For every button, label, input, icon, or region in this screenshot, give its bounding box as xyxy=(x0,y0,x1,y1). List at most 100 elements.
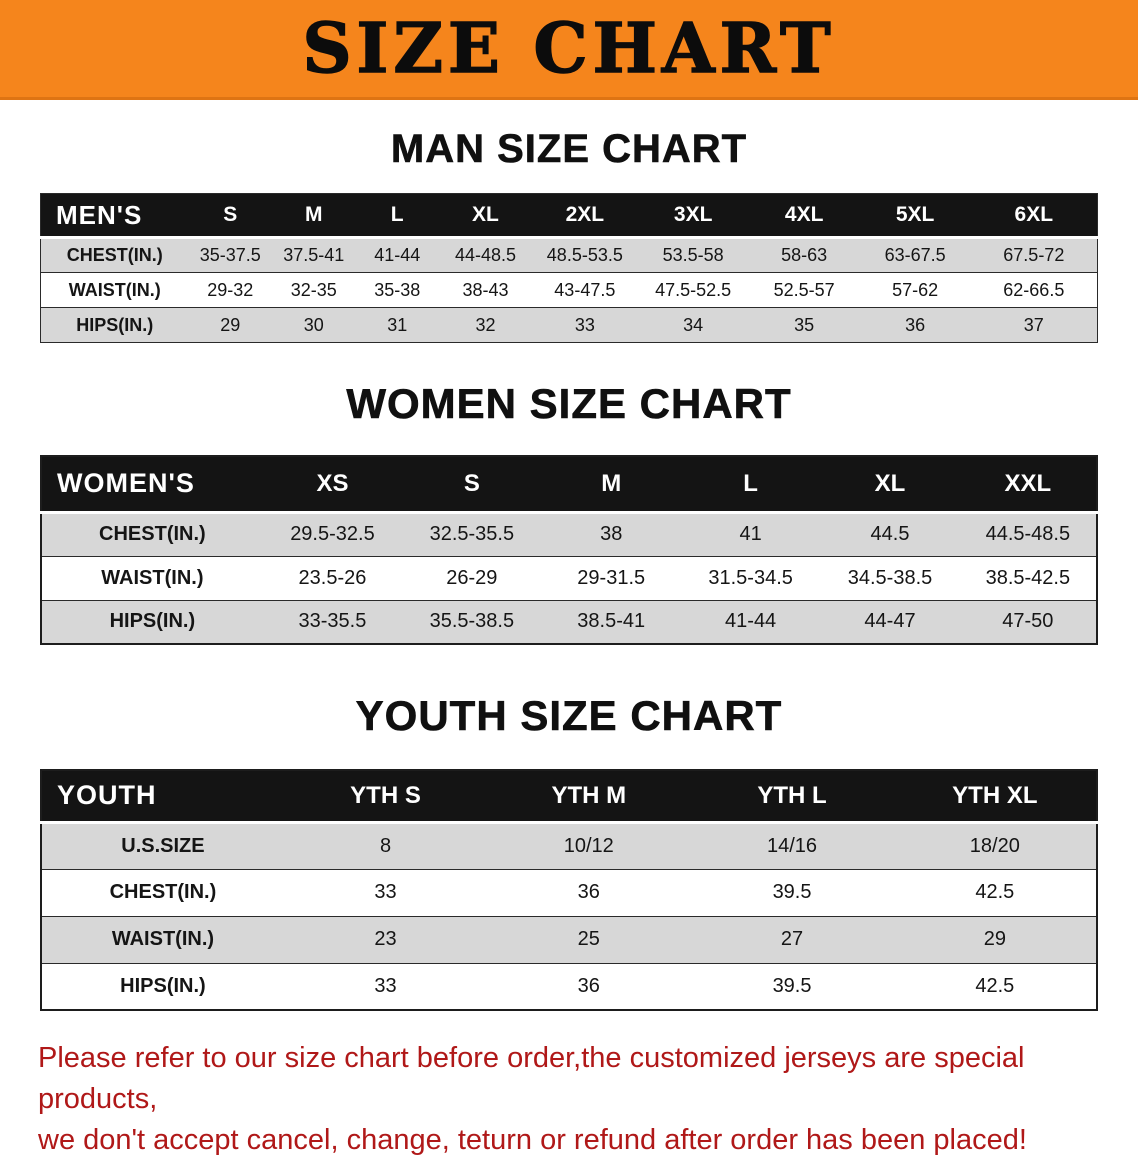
notice-line-2: we don't accept cancel, change, teturn o… xyxy=(38,1124,1027,1157)
table-row: CHEST(IN.) 35-37.5 37.5-41 41-44 44-48.5… xyxy=(40,237,1098,273)
table-row: CHEST(IN.) 29.5-32.5 32.5-35.5 38 41 44.… xyxy=(41,512,1097,556)
size-cell: 27 xyxy=(780,928,804,950)
row-label: CHEST(IN.) xyxy=(66,245,163,265)
women-size-chart-section: WOMEN SIZE CHART WOMEN'S XS S M L XL XXL xyxy=(0,380,1138,645)
size-cell: 26-29 xyxy=(446,566,498,589)
column-header: XXL xyxy=(959,456,1097,514)
size-cell: 37.5-41 xyxy=(283,245,345,265)
table-row: CHEST(IN.) 33 36 39.5 42.5 xyxy=(41,869,1097,916)
youth-size-chart-heading: YOUTH SIZE CHART xyxy=(355,692,783,740)
table-corner-label: MEN'S xyxy=(40,193,189,239)
row-label: HIPS(IN.) xyxy=(76,314,154,335)
size-cell: 29-32 xyxy=(207,279,254,300)
men-size-chart-section: MAN SIZE CHART MEN'S S M L XL 2XL 3XL 4X… xyxy=(0,127,1138,343)
size-cell: 30 xyxy=(303,314,324,335)
size-cell: 36 xyxy=(905,314,926,335)
table-row: WAIST(IN.) 29-32 32-35 35-38 38-43 43-47… xyxy=(40,272,1098,308)
size-cell: 33 xyxy=(574,314,595,335)
column-header: 3XL xyxy=(637,193,749,239)
size-cell: 18/20 xyxy=(969,834,1020,857)
size-cell: 25 xyxy=(577,928,600,950)
size-cell: 29 xyxy=(983,928,1006,950)
table-corner-label: YOUTH xyxy=(41,770,284,824)
size-cell: 44-48.5 xyxy=(454,245,516,265)
size-cell: 31.5-34.5 xyxy=(708,566,793,589)
size-cell: 32-35 xyxy=(290,279,337,300)
size-cell: 8 xyxy=(379,834,392,857)
column-header: YTH M xyxy=(487,770,691,824)
row-label: WAIST(IN.) xyxy=(101,566,204,589)
table-corner-label: WOMEN'S xyxy=(41,456,263,514)
size-cell: 35-38 xyxy=(374,279,421,300)
size-cell: 32.5-35.5 xyxy=(429,523,515,545)
column-header: S xyxy=(402,456,542,514)
column-header: M xyxy=(541,456,681,514)
size-cell: 44-47 xyxy=(864,610,916,633)
size-cell: 38 xyxy=(600,523,623,545)
size-cell: 29 xyxy=(220,314,241,335)
size-cell: 41 xyxy=(739,523,762,545)
size-cell: 38.5-42.5 xyxy=(985,566,1071,589)
notice-line-1: Please refer to our size chart before or… xyxy=(38,1042,1025,1116)
table-header-row: MEN'S S M L XL 2XL 3XL 4XL 5XL 6XL xyxy=(40,193,1098,239)
size-cell: 29.5-32.5 xyxy=(290,523,375,545)
page-title: SIZE CHART xyxy=(302,8,836,89)
size-cell: 14/16 xyxy=(767,834,818,857)
size-cell: 58-63 xyxy=(781,245,828,265)
size-cell: 38-43 xyxy=(462,279,509,300)
size-cell: 44.5 xyxy=(870,523,910,545)
size-cell: 36 xyxy=(577,881,600,903)
table-row: HIPS(IN.) 33 36 39.5 42.5 xyxy=(41,963,1097,1010)
size-cell: 31 xyxy=(387,314,408,335)
size-cell: 35-37.5 xyxy=(199,245,261,265)
men-size-table: MEN'S S M L XL 2XL 3XL 4XL 5XL 6XL CHEST… xyxy=(40,193,1098,343)
column-header: S xyxy=(188,193,272,239)
size-cell: 41-44 xyxy=(374,245,421,265)
column-header: 6XL xyxy=(970,193,1098,239)
column-header: 4XL xyxy=(748,193,860,239)
table-header-row: YOUTH YTH S YTH M YTH L YTH XL xyxy=(41,770,1097,824)
column-header: XL xyxy=(438,193,532,239)
column-header: XS xyxy=(262,456,403,514)
table-row: HIPS(IN.) 33-35.5 35.5-38.5 38.5-41 41-4… xyxy=(41,600,1097,644)
size-cell: 33-35.5 xyxy=(298,610,367,633)
row-label: WAIST(IN.) xyxy=(68,279,161,300)
size-cell: 53.5-58 xyxy=(662,245,724,265)
table-row: WAIST(IN.) 23 25 27 29 xyxy=(41,916,1097,963)
size-cell: 23.5-26 xyxy=(298,566,367,589)
size-cell: 57-62 xyxy=(892,279,939,300)
size-cell: 39.5 xyxy=(772,974,812,997)
size-cell: 43-47.5 xyxy=(554,279,616,300)
size-cell: 67.5-72 xyxy=(1003,245,1065,265)
size-cell: 35.5-38.5 xyxy=(429,610,515,633)
row-label: HIPS(IN.) xyxy=(109,610,196,633)
column-header: XL xyxy=(820,456,960,514)
size-cell: 52.5-57 xyxy=(773,279,835,300)
size-cell: 35 xyxy=(794,314,815,335)
column-header: 5XL xyxy=(859,193,971,239)
size-cell: 48.5-53.5 xyxy=(546,245,623,265)
size-cell: 41-44 xyxy=(725,610,777,633)
size-cell: 42.5 xyxy=(975,974,1015,997)
table-header-row: WOMEN'S XS S M L XL XXL xyxy=(41,456,1097,514)
size-cell: 29-31.5 xyxy=(577,566,646,589)
column-header: L xyxy=(355,193,439,239)
size-cell: 34 xyxy=(683,314,704,335)
row-label: HIPS(IN.) xyxy=(120,974,206,997)
column-header: YTH S xyxy=(283,770,488,824)
size-cell: 42.5 xyxy=(975,881,1015,903)
column-header: L xyxy=(680,456,821,514)
women-size-chart-heading: WOMEN SIZE CHART xyxy=(346,380,792,428)
column-header: 2XL xyxy=(531,193,638,239)
size-cell: 33 xyxy=(374,881,397,903)
youth-size-chart-section: YOUTH SIZE CHART YOUTH YTH S YTH M YTH L… xyxy=(0,692,1138,1011)
column-header: YTH XL xyxy=(893,770,1097,824)
table-row: HIPS(IN.) 29 30 31 32 33 34 35 36 37 xyxy=(40,307,1098,343)
table-row: WAIST(IN.) 23.5-26 26-29 29-31.5 31.5-34… xyxy=(41,556,1097,600)
row-label: CHEST(IN.) xyxy=(109,881,217,903)
row-label: U.S.SIZE xyxy=(121,834,205,857)
size-cell: 33 xyxy=(374,974,397,997)
size-cell: 23 xyxy=(374,928,397,950)
size-cell: 32 xyxy=(475,314,496,335)
column-header: M xyxy=(271,193,356,239)
